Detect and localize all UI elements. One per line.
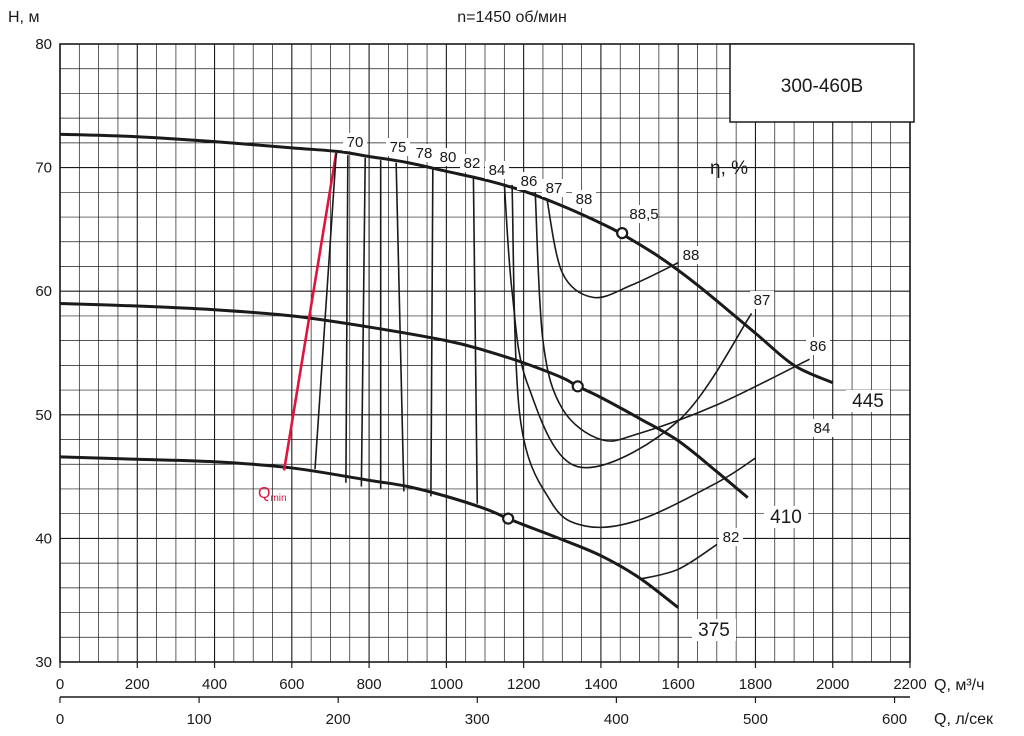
qmin-label: Qmin [258, 485, 287, 504]
contour-label: 86 [810, 338, 827, 355]
x2-tick-label: 500 [743, 711, 768, 728]
contour-label-bg [679, 246, 703, 264]
contour-label: 82 [723, 529, 740, 546]
contour-label: 78 [416, 145, 433, 162]
x-tick-label: 400 [202, 676, 227, 693]
efficiency-contour [639, 543, 718, 580]
contour-label-bg [542, 179, 566, 197]
x2-tick-label: 0 [56, 711, 64, 728]
efficiency-contour [511, 184, 756, 529]
chart-labels: 70 75 78 80 82 84 86 87 88 88,5 88 87 86 84 82 445 410 37… [343, 133, 890, 641]
x-tick-label: 200 [125, 676, 150, 693]
contour-label: 88,5 [629, 206, 658, 223]
x2-tick-label: 400 [604, 711, 629, 728]
operating-point [571, 380, 584, 393]
efficiency-contour [534, 192, 810, 442]
x2-axis-label: Q, л/сек [934, 711, 994, 728]
contour-label: 70 [347, 134, 364, 151]
model-box [729, 43, 915, 123]
contour-label: 88 [683, 247, 700, 264]
qmin-line [282, 152, 338, 471]
x-tick-label: 0 [56, 676, 64, 693]
contour-label-bg [485, 161, 509, 179]
contour-label: 87 [546, 180, 563, 197]
model-label: 300-460В [781, 76, 863, 97]
qmin-main: Q [258, 485, 270, 502]
operating-point [502, 512, 515, 525]
impeller-label-bg [846, 390, 890, 412]
plot-frame [59, 43, 911, 698]
operating-points [502, 227, 629, 525]
efficiency-contour [472, 177, 479, 504]
efficiency-contour [345, 155, 349, 483]
y-tick-label: 50 [35, 407, 52, 424]
contour-label: 84 [814, 420, 831, 437]
head-curve-445 [59, 132, 834, 385]
x-tick-label: 1200 [507, 676, 540, 693]
contour-label: 86 [521, 173, 538, 190]
efficiency-contour [395, 162, 405, 492]
efficiency-contour [546, 198, 679, 299]
efficiency-contours [314, 152, 810, 580]
x-tick-label: 2000 [816, 676, 849, 693]
contour-label-bg [810, 419, 834, 437]
contour-label-bg [517, 172, 541, 190]
contour-label-bg [719, 528, 743, 546]
contour-label: 75 [390, 139, 407, 156]
impeller-label: 445 [852, 391, 884, 412]
operating-point [616, 227, 629, 240]
contour-label-bg [436, 148, 460, 166]
chart-title: n=1450 об/мин [457, 9, 567, 26]
grid [59, 43, 911, 663]
contour-label-bg [343, 133, 367, 151]
y-tick-label: 60 [35, 283, 52, 300]
qmin-sub: min [270, 493, 286, 504]
efficiency-contour [430, 168, 434, 497]
y-axis-label: H, м [8, 9, 39, 26]
contour-label-bg [572, 190, 596, 208]
contour-label-bg [750, 291, 774, 309]
x-tick-label: 1800 [739, 676, 772, 693]
x-tick-label: 2200 [893, 676, 926, 693]
x2-tick-label: 300 [465, 711, 490, 728]
plot-border [59, 43, 911, 663]
impeller-label-bg [692, 619, 736, 641]
x2-tick-label: 100 [187, 711, 212, 728]
x-tick-label: 1600 [661, 676, 694, 693]
x-tick-label: 1000 [430, 676, 463, 693]
efficiency-contour [503, 183, 753, 469]
tick-labels: 0 200 400 600 800 1000 1200 1400 1600 1800 2000 220… [35, 36, 926, 728]
contour-label-bg [412, 144, 436, 162]
x-tick-label: 1400 [584, 676, 617, 693]
efficiency-label: η, % [710, 158, 748, 179]
y-tick-label: 40 [35, 530, 52, 547]
contour-label-bg [632, 205, 656, 223]
contour-label: 80 [440, 149, 457, 166]
y-tick-label: 70 [35, 160, 52, 177]
contour-label: 88 [576, 191, 593, 208]
efficiency-contour [360, 157, 367, 487]
y-tick-label: 80 [35, 36, 52, 53]
y-tick-label: 30 [35, 654, 52, 671]
x-tick-label: 800 [357, 676, 382, 693]
contour-label: 84 [489, 162, 506, 179]
impeller-label: 375 [698, 620, 730, 641]
contour-label: 87 [754, 292, 771, 309]
x-axis-label: Q, м³/ч [934, 677, 984, 694]
contour-label-bg [806, 337, 830, 355]
efficiency-contour [314, 152, 338, 470]
x-tick-label: 600 [279, 676, 304, 693]
contour-label-bg [460, 154, 484, 172]
head-curve-375 [59, 455, 680, 609]
contour-label-bg [386, 138, 410, 156]
x2-tick-label: 200 [326, 711, 351, 728]
x2-tick-label: 600 [882, 711, 907, 728]
contour-label: 82 [464, 155, 481, 172]
impeller-label-bg [764, 506, 808, 528]
impeller-label: 410 [770, 507, 802, 528]
